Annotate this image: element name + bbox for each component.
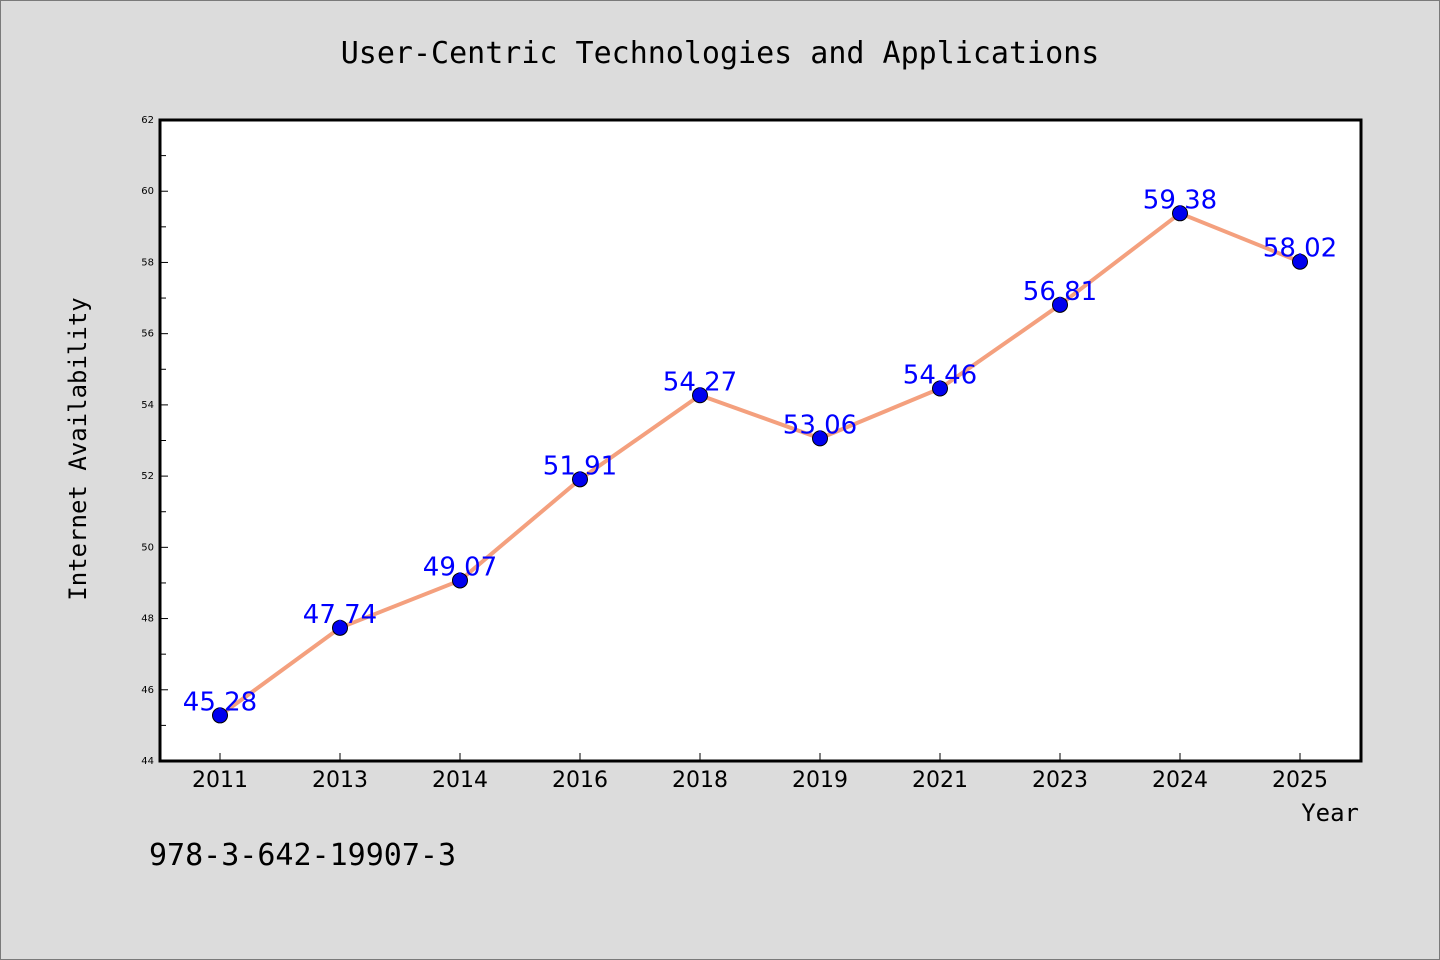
data-point-marker (212, 707, 228, 724)
data-point-marker (932, 380, 948, 397)
data-point-marker (692, 387, 708, 404)
x-tick-label: 2021 (912, 768, 968, 793)
x-axis: 2011 2013 2014 2016 2018 2019 2021 2023 2024 2025 (192, 753, 1328, 793)
data-point-marker (572, 471, 588, 488)
y-tick-label: 48 (141, 614, 154, 625)
y-axis-label: Internet Availability (64, 297, 92, 600)
footer-note: 978-3-642-19907-3 (149, 838, 456, 873)
data-label: 53.06 (783, 410, 857, 440)
y-tick-label: 52 (141, 471, 154, 482)
y-tick-label: 46 (141, 685, 154, 696)
y-tick-label: 62 (141, 115, 154, 126)
data-label: 47.74 (303, 600, 377, 630)
y-tick-label: 60 (141, 186, 154, 197)
data-label: 56.81 (1023, 277, 1097, 307)
x-axis-label: Year (1301, 799, 1359, 827)
data-label: 59.38 (1143, 185, 1217, 215)
data-point-marker (1052, 296, 1068, 313)
data-point-marker (812, 430, 828, 447)
y-tick-label: 54 (141, 400, 154, 411)
x-tick-label: 2013 (312, 768, 368, 793)
data-point-marker (1172, 205, 1188, 222)
y-tick-label: 58 (141, 257, 154, 268)
marker-group (212, 205, 1308, 724)
x-tick-label: 2016 (552, 768, 608, 793)
data-label: 54.27 (663, 367, 737, 397)
data-label: 49.07 (423, 552, 497, 582)
data-label: 45.28 (183, 687, 257, 717)
x-tick-label: 2019 (792, 768, 848, 793)
x-tick-label: 2023 (1032, 768, 1088, 793)
x-tick-label: 2011 (192, 768, 248, 793)
data-point-marker (332, 619, 348, 636)
x-tick-label: 2018 (672, 768, 728, 793)
y-tick-label: 50 (141, 542, 154, 553)
data-label: 54.46 (903, 361, 977, 391)
series-line (218, 211, 1302, 718)
y-tick-label: 56 (141, 329, 154, 340)
data-point-marker (452, 572, 468, 589)
plot-border (158, 118, 1363, 763)
x-tick-label: 2014 (432, 768, 488, 793)
x-tick-label: 2024 (1152, 768, 1208, 793)
data-point-marker (1292, 253, 1308, 270)
data-label-group: 45.28 47.74 49.07 51.91 54.27 53.06 54.46 56.81… (183, 185, 1337, 717)
series-line-group (218, 211, 1302, 718)
data-label: 51.91 (543, 451, 617, 481)
x-tick-label: 2025 (1272, 768, 1328, 793)
data-label: 58.02 (1263, 234, 1337, 264)
chart-title: User-Centric Technologies and Applicatio… (341, 36, 1100, 71)
y-tick-label: 44 (141, 756, 154, 767)
